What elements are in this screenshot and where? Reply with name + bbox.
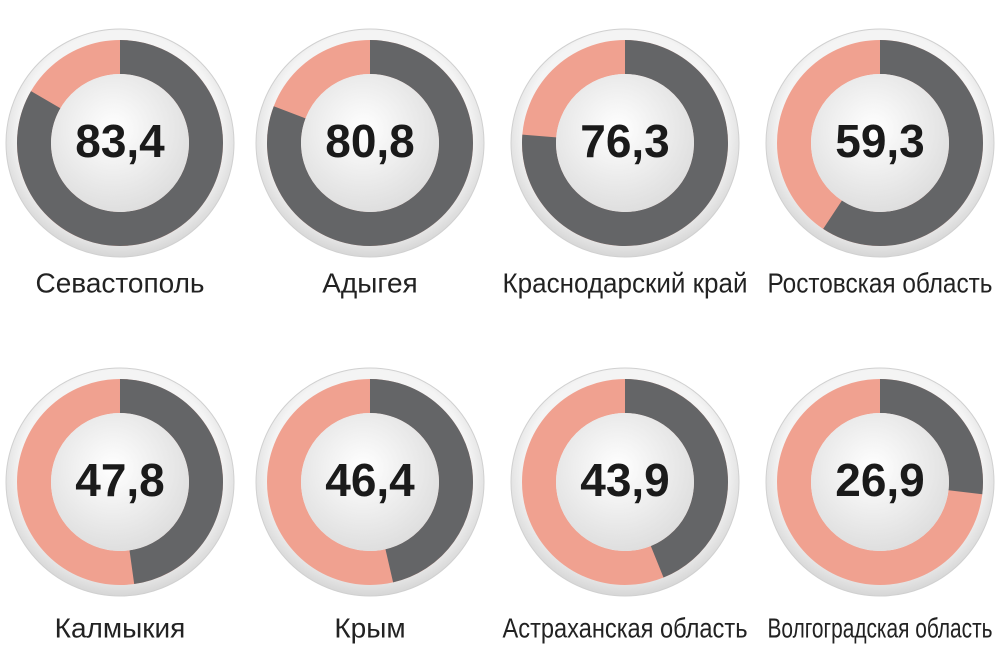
core [51,413,189,551]
donut-arc [369,379,473,583]
region-label: Севастополь [35,267,204,298]
value-label: 43,9 [580,454,670,506]
core [556,413,694,551]
region-label: Адыгея [322,267,417,298]
region-label: Волгоградская область [768,612,993,643]
value-label: 47,8 [75,454,165,506]
donut-arc [17,40,223,246]
region-label: Краснодарский край [503,267,748,298]
value-label: 80,8 [325,115,415,167]
value-label: 26,9 [835,454,925,506]
value-label: 83,4 [75,115,165,167]
donut-arc [624,379,728,578]
core [811,413,949,551]
donut-arc [879,379,983,495]
value-label: 76,3 [580,115,670,167]
value-label: 59,3 [835,115,925,167]
core [811,74,949,212]
core [301,74,439,212]
region-label: Калмыкия [55,612,186,643]
value-label: 46,4 [325,454,415,506]
core [556,74,694,212]
donut-arc [823,40,983,246]
donut-arc [522,40,728,246]
core [51,74,189,212]
donut-arc [267,40,473,246]
region-label: Астраханская область [503,612,748,643]
donut-arc [119,379,223,585]
region-label: Ростовская область [768,267,993,298]
region-label: Крым [334,612,405,643]
core [301,413,439,551]
